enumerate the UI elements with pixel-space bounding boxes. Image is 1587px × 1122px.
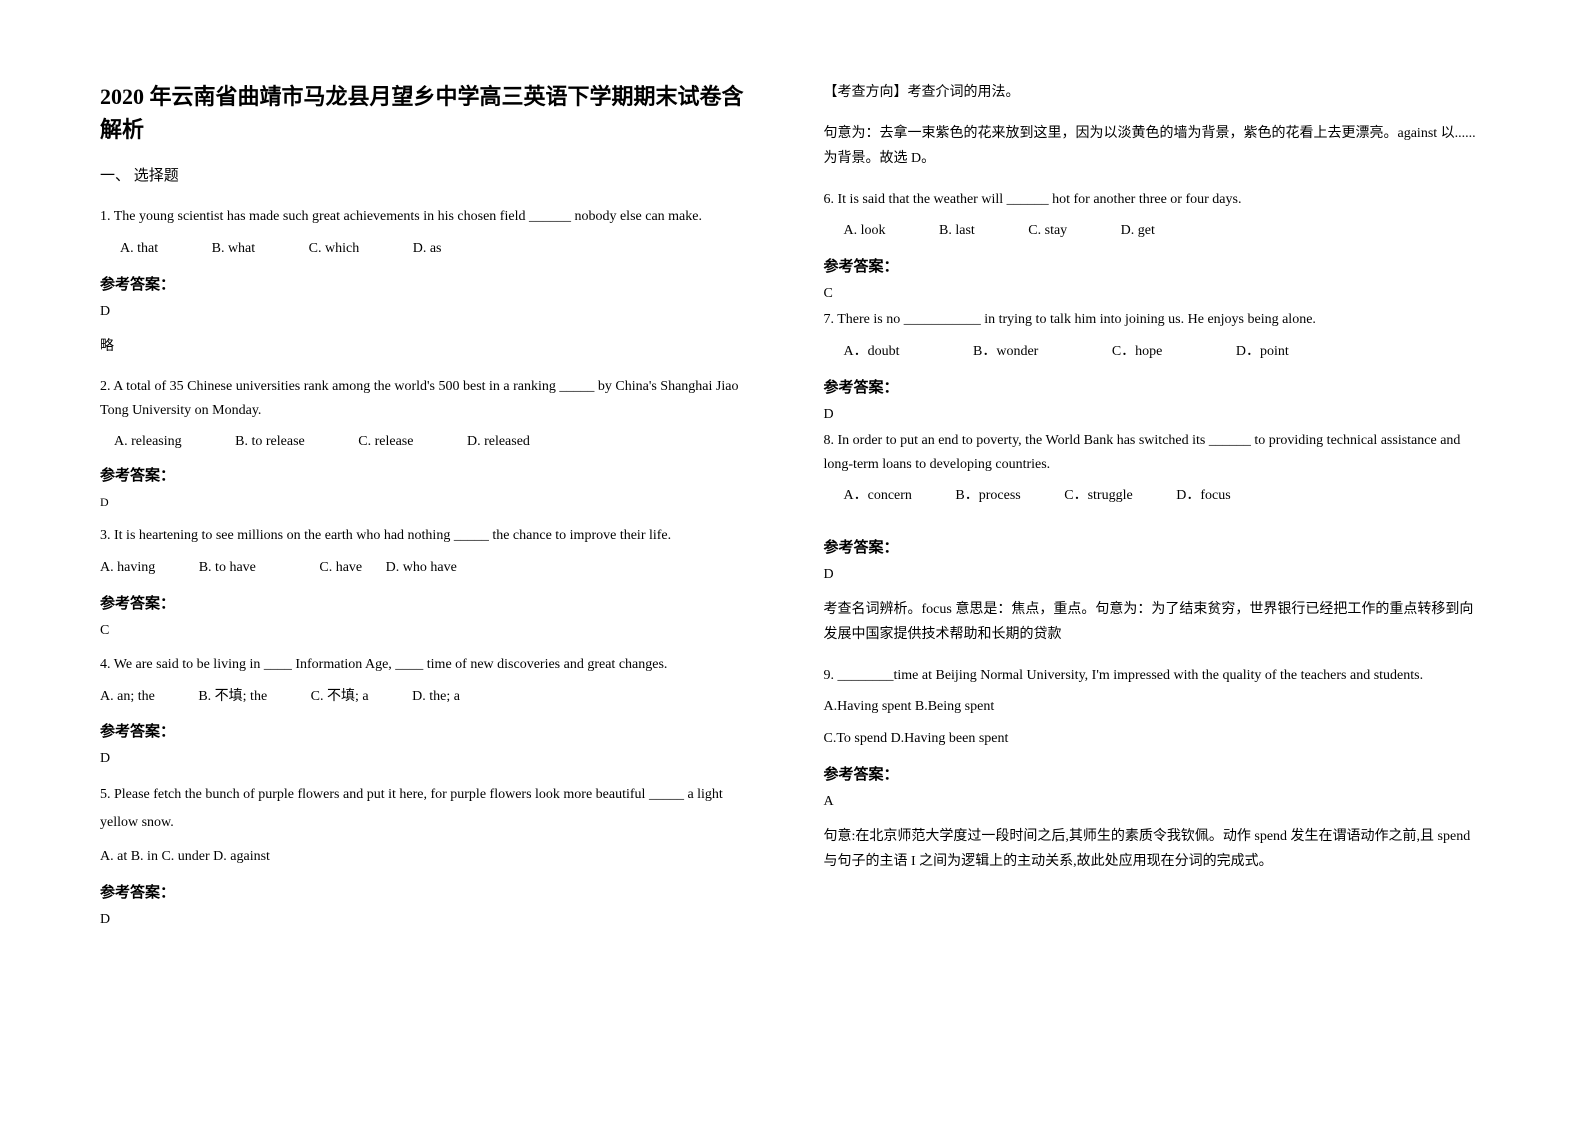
q3-opt-c: C. have bbox=[319, 556, 362, 580]
q1-options: A. that B. what C. which D. as bbox=[100, 237, 764, 261]
q9-answer: A bbox=[824, 794, 1488, 810]
q1-opt-c: C. which bbox=[309, 237, 360, 261]
q3-answer-label: 参考答案： bbox=[100, 592, 764, 613]
q2-answer: D bbox=[100, 495, 764, 510]
right-column: 【考查方向】考查介词的用法。 句意为：去拿一束紫色的花来放到这里，因为以淡黄色的… bbox=[824, 80, 1488, 942]
q7-text: 7. There is no ___________ in trying to … bbox=[824, 308, 1488, 332]
q4-opt-c: C. 不填; a bbox=[311, 685, 369, 709]
q4-answer-label: 参考答案： bbox=[100, 720, 764, 741]
q2-opt-b: B. to release bbox=[235, 430, 305, 454]
q4-opt-d: D. the; a bbox=[412, 685, 460, 709]
question-6: 6. It is said that the weather will ____… bbox=[824, 188, 1488, 303]
q2-opt-d: D. released bbox=[467, 430, 530, 454]
question-5: 5. Please fetch the bunch of purple flow… bbox=[100, 781, 764, 928]
q6-opt-b: B. last bbox=[939, 219, 975, 243]
q9-answer-label: 参考答案： bbox=[824, 763, 1488, 784]
q6-answer: C bbox=[824, 286, 1488, 302]
q8-opt-c: C．struggle bbox=[1064, 484, 1132, 508]
q4-opt-a: A. an; the bbox=[100, 685, 155, 709]
q8-opt-a: A．concern bbox=[844, 484, 912, 508]
q7-answer: D bbox=[824, 407, 1488, 423]
q9-explain: 句意:在北京师范大学度过一段时间之后,其师生的素质令我钦佩。动作 spend 发… bbox=[824, 824, 1488, 874]
q8-options: A．concern B．process C．struggle D．focus bbox=[824, 484, 1488, 508]
q7-options: A．doubt B．wonder C．hope D．point bbox=[824, 340, 1488, 364]
left-column: 2020 年云南省曲靖市马龙县月望乡中学高三英语下学期期末试卷含解析 一、 选择… bbox=[100, 80, 764, 942]
question-9: 9. ________time at Beijing Normal Univer… bbox=[824, 664, 1488, 875]
q9-options-line2: C.To spend D.Having been spent bbox=[824, 727, 1488, 751]
q7-opt-b: B．wonder bbox=[973, 340, 1038, 364]
q4-answer: D bbox=[100, 751, 764, 767]
document-title: 2020 年云南省曲靖市马龙县月望乡中学高三英语下学期期末试卷含解析 bbox=[100, 80, 764, 146]
q9-text: 9. ________time at Beijing Normal Univer… bbox=[824, 664, 1488, 688]
q1-opt-a: A. that bbox=[120, 237, 158, 261]
q7-opt-a: A．doubt bbox=[844, 340, 900, 364]
q8-answer-label: 参考答案： bbox=[824, 536, 1488, 557]
question-2: 2. A total of 35 Chinese universities ra… bbox=[100, 375, 764, 510]
q8-opt-d: D．focus bbox=[1176, 484, 1230, 508]
exam-page: 2020 年云南省曲靖市马龙县月望乡中学高三英语下学期期末试卷含解析 一、 选择… bbox=[100, 80, 1487, 942]
q4-text: 4. We are said to be living in ____ Info… bbox=[100, 653, 764, 677]
q5-explain-head: 【考查方向】考查介词的用法。 bbox=[824, 80, 1488, 105]
q4-opt-b: B. 不填; the bbox=[198, 685, 267, 709]
question-4: 4. We are said to be living in ____ Info… bbox=[100, 653, 764, 768]
q8-opt-b: B．process bbox=[955, 484, 1020, 508]
q1-explain: 略 bbox=[100, 334, 764, 359]
q3-opt-a: A. having bbox=[100, 556, 155, 580]
q6-options: A. look B. last C. stay D. get bbox=[824, 219, 1488, 243]
question-1: 1. The young scientist has made such gre… bbox=[100, 205, 764, 359]
q6-text: 6. It is said that the weather will ____… bbox=[824, 188, 1488, 212]
q3-text: 3. It is heartening to see millions on t… bbox=[100, 524, 764, 548]
q2-answer-label: 参考答案： bbox=[100, 464, 764, 485]
q5-text: 5. Please fetch the bunch of purple flow… bbox=[100, 781, 764, 837]
q3-answer: C bbox=[100, 623, 764, 639]
q6-opt-a: A. look bbox=[844, 219, 886, 243]
q5-answer: D bbox=[100, 912, 764, 928]
q1-answer: D bbox=[100, 304, 764, 320]
q3-options: A. having B. to have C. have D. who have bbox=[100, 556, 764, 580]
q2-opt-c: C. release bbox=[358, 430, 413, 454]
q1-opt-d: D. as bbox=[413, 237, 442, 261]
q1-answer-label: 参考答案： bbox=[100, 273, 764, 294]
q8-text: 8. In order to put an end to poverty, th… bbox=[824, 429, 1488, 477]
q1-text: 1. The young scientist has made such gre… bbox=[100, 205, 764, 229]
section-heading: 一、 选择题 bbox=[100, 164, 764, 185]
q5-options: A. at B. in C. under D. against bbox=[100, 845, 764, 869]
q2-text: 2. A total of 35 Chinese universities ra… bbox=[100, 375, 764, 423]
q7-opt-c: C．hope bbox=[1112, 340, 1163, 364]
q3-opt-b: B. to have bbox=[199, 556, 256, 580]
q7-opt-d: D．point bbox=[1236, 340, 1289, 364]
q1-opt-b: B. what bbox=[212, 237, 256, 261]
q7-answer-label: 参考答案： bbox=[824, 376, 1488, 397]
q5-answer-label: 参考答案： bbox=[100, 881, 764, 902]
q5-explain-body: 句意为：去拿一束紫色的花来放到这里，因为以淡黄色的墙为背景，紫色的花看上去更漂亮… bbox=[824, 121, 1488, 171]
q2-options: A. releasing B. to release C. release D.… bbox=[100, 430, 764, 454]
question-7: 7. There is no ___________ in trying to … bbox=[824, 308, 1488, 423]
q6-answer-label: 参考答案： bbox=[824, 255, 1488, 276]
question-8: 8. In order to put an end to poverty, th… bbox=[824, 429, 1488, 648]
q2-opt-a: A. releasing bbox=[114, 430, 182, 454]
q9-options-line1: A.Having spent B.Being spent bbox=[824, 695, 1488, 719]
q3-opt-d: D. who have bbox=[386, 556, 457, 580]
q4-options: A. an; the B. 不填; the C. 不填; a D. the; a bbox=[100, 685, 764, 709]
q8-answer: D bbox=[824, 567, 1488, 583]
q6-opt-d: D. get bbox=[1121, 219, 1155, 243]
q8-explain: 考查名词辨析。focus 意思是：焦点，重点。句意为：为了结束贫穷，世界银行已经… bbox=[824, 597, 1488, 647]
question-3: 3. It is heartening to see millions on t… bbox=[100, 524, 764, 639]
q6-opt-c: C. stay bbox=[1028, 219, 1067, 243]
